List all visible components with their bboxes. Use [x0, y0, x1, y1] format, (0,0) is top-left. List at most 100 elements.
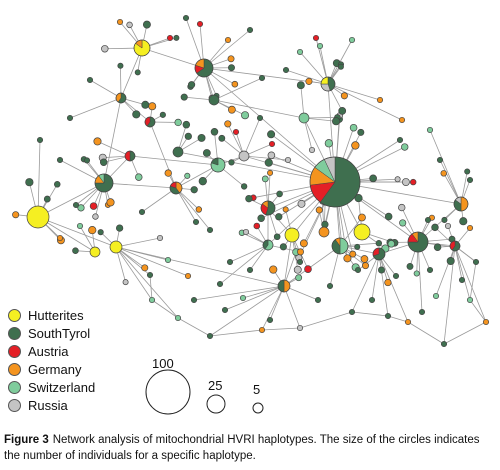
haplotype-node: [433, 243, 442, 251]
haplotype-node: [351, 141, 360, 150]
haplotype-node: [279, 243, 287, 251]
haplotype-node: [226, 258, 234, 266]
haplotype-node: [337, 63, 344, 70]
network-edge: [89, 79, 122, 99]
haplotype-node: [394, 176, 401, 183]
haplotype-node: [228, 159, 235, 166]
haplotype-node: [210, 128, 219, 136]
network-chain-edge: [387, 315, 409, 323]
haplotype-node: [482, 318, 490, 326]
haplotype-pie-node: [210, 157, 226, 173]
haplotype-pie-node: [309, 156, 361, 208]
pie-outline: [449, 240, 461, 252]
haplotype-node: [132, 110, 141, 119]
legend-label: Switzerland: [28, 379, 96, 395]
haplotype-node: [361, 262, 369, 270]
haplotype-node: [206, 332, 214, 340]
haplotype-node: [97, 229, 104, 236]
haplotype-pie-node: [94, 173, 114, 193]
size-legend-circle: [145, 369, 191, 415]
haplotype-node: [273, 233, 281, 241]
network-edge: [417, 241, 423, 313]
size-legend: [145, 369, 264, 415]
haplotype-node: [282, 206, 289, 213]
haplotype-node: [304, 265, 312, 273]
pie-outline: [320, 76, 336, 92]
haplotype-node: [406, 262, 414, 270]
pie-slice: [89, 246, 101, 258]
haplotype-node: [241, 111, 250, 120]
haplotype-node: [396, 136, 404, 144]
network-chain-edge: [261, 327, 301, 331]
network-edge: [219, 244, 269, 285]
haplotype-node: [276, 190, 283, 198]
haplotype-node: [184, 272, 192, 280]
haplotype-node: [404, 318, 412, 326]
network-edge: [193, 285, 285, 301]
pie-slice: [283, 279, 291, 293]
network-backbone-edge: [103, 182, 177, 189]
haplotype-node: [190, 296, 198, 304]
haplotype-node: [299, 239, 308, 248]
haplotype-node: [349, 123, 358, 132]
network-edge: [283, 285, 301, 329]
haplotype-node: [115, 224, 124, 232]
haplotype-node: [316, 42, 324, 50]
network-edge: [454, 245, 487, 323]
haplotype-node: [76, 222, 84, 230]
network-chain-edge: [469, 299, 487, 323]
legend-item-russia: Russia: [8, 396, 68, 414]
network-edge: [454, 245, 463, 281]
haplotype-pie-node: [353, 223, 371, 241]
haplotype-node: [198, 177, 207, 186]
network-edge: [120, 65, 122, 99]
haplotype-pie-node: [26, 205, 50, 229]
network-backbone-edge: [37, 182, 105, 218]
haplotype-node: [196, 20, 204, 28]
network-edge: [115, 246, 179, 319]
network-edge: [371, 253, 380, 301]
network-chain-edge: [443, 321, 487, 345]
haplotype-pie-node: [124, 150, 136, 162]
haplotype-pie-node: [277, 279, 291, 293]
pie-slice: [298, 112, 310, 124]
legend-swatch-germany: [8, 362, 21, 376]
haplotype-node: [267, 151, 276, 160]
haplotype-pie-node: [260, 200, 276, 216]
network-edge: [37, 139, 41, 218]
haplotype-node: [357, 128, 365, 136]
haplotype-node: [182, 14, 190, 22]
size-legend-label-5: 5: [253, 382, 261, 397]
haplotype-node: [174, 118, 182, 127]
haplotype-node: [354, 193, 363, 203]
pie-slice: [460, 196, 469, 212]
legend-swatch-austria: [8, 344, 21, 358]
haplotype-node: [326, 282, 334, 290]
haplotype-node: [267, 130, 276, 139]
pie-outline: [309, 156, 361, 208]
network-edge: [227, 123, 245, 157]
haplotype-node: [315, 206, 323, 214]
network-edge: [141, 187, 177, 213]
haplotype-node: [340, 92, 348, 100]
haplotype-node: [378, 266, 385, 274]
network-backbone-edge: [141, 47, 205, 69]
haplotype-node: [202, 149, 211, 157]
haplotype-node: [173, 34, 180, 41]
network-backbone-edge: [120, 47, 143, 99]
network-edge: [300, 85, 305, 119]
haplotype-node: [426, 266, 434, 274]
haplotype-node: [216, 280, 224, 288]
haplotype-pie-node: [320, 76, 336, 92]
haplotype-node: [93, 137, 102, 146]
haplotype-pie-node: [109, 240, 123, 254]
pie-slice: [172, 146, 184, 158]
haplotype-node: [197, 133, 206, 142]
network-backbone-edge: [115, 246, 285, 287]
haplotype-node: [348, 36, 356, 44]
network-backbone-edge: [283, 234, 293, 287]
haplotype-node: [232, 128, 240, 136]
haplotype-node: [410, 178, 417, 186]
legend-swatch-russia: [8, 398, 21, 412]
haplotype-node: [387, 240, 396, 248]
